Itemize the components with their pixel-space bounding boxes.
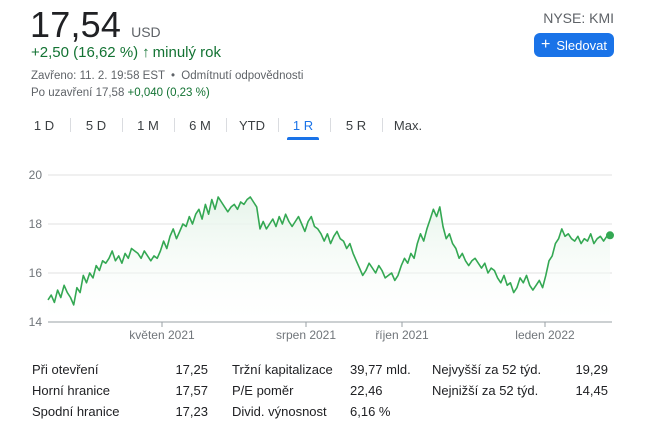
after-hours-change: +0,040 (0,23 %): [127, 87, 210, 99]
tab-divider: [226, 118, 227, 132]
stat-value-pe: 22,46: [350, 383, 383, 398]
active-tab-indicator: [287, 137, 319, 140]
tab-label: 6 M: [189, 117, 211, 133]
y-tick-label: 16: [29, 266, 43, 280]
stat-label-high: Horní hranice: [32, 383, 111, 398]
change-value: +2,50 (16,62 %): [31, 44, 139, 61]
last-price-point: [606, 231, 614, 240]
tab-1d[interactable]: 1 D: [24, 112, 64, 138]
stat-value-low: 17,23: [175, 404, 208, 419]
after-hours-label: Po uzavření 17,58: [31, 87, 125, 99]
tab-1m[interactable]: 1 M: [128, 112, 168, 138]
stat-value-52w-high: 19,29: [575, 362, 608, 377]
plus-icon: +: [541, 36, 551, 53]
stat-label-market-cap: Tržní kapitalizace: [232, 362, 333, 377]
tab-5r[interactable]: 5 R: [336, 112, 376, 138]
arrow-up-icon: ↑: [142, 44, 150, 61]
tab-divider: [278, 118, 279, 132]
price-change: +2,50 (16,62 %) ↑ minulý rok: [31, 44, 221, 61]
disclaimer-link[interactable]: Odmítnutí odpovědnosti: [181, 70, 304, 82]
x-tick-label: srpen 2021: [276, 328, 336, 342]
stat-label-52w-high: Nejvyšší za 52 týd.: [432, 362, 542, 377]
current-price: 17,54: [30, 4, 122, 45]
tab-label: YTD: [239, 117, 265, 133]
tab-label: 1 M: [137, 117, 159, 133]
series-line: [47, 196, 611, 306]
closed-label: Zavřeno: 11. 2. 19:58 EST: [31, 70, 165, 82]
currency-label: USD: [131, 24, 161, 40]
tab-5d[interactable]: 5 D: [76, 112, 116, 138]
x-tick-label: leden 2022: [515, 328, 575, 342]
stat-label-open: Při otevření: [32, 362, 99, 377]
tab-label: Max.: [393, 117, 423, 133]
tab-divider: [70, 118, 71, 132]
series-area-fill: [48, 197, 610, 322]
tab-divider: [382, 118, 383, 132]
tab-label: 5 R: [345, 117, 367, 133]
change-period: minulý rok: [152, 44, 222, 61]
stat-label-pe: P/E poměr: [232, 383, 294, 398]
stat-value-market-cap: 39,77 mld.: [350, 362, 411, 377]
price-row: 17,54 USD: [30, 4, 161, 46]
exchange-ticker: NYSE: KMI: [543, 10, 614, 26]
x-tick-label: říjen 2021: [375, 328, 429, 342]
price-chart[interactable]: 20 18 16 14 květen 2021 srpen 2021 říjen 2021 l…: [0, 158, 650, 348]
y-tick-label: 20: [29, 168, 43, 182]
tab-1r[interactable]: 1 R: [287, 112, 319, 140]
x-tick-label: květen 2021: [129, 328, 195, 342]
stat-value-dividend: 6,16 %: [350, 404, 391, 419]
follow-button[interactable]: + Sledovat: [534, 33, 614, 57]
stat-label-dividend: Divid. výnosnost: [232, 404, 327, 419]
tab-divider: [330, 118, 331, 132]
market-closed-info: Zavřeno: 11. 2. 19:58 EST • Odmítnutí od…: [31, 70, 303, 82]
stat-label-52w-low: Nejnižší za 52 týd.: [432, 383, 539, 398]
stat-value-high: 17,57: [175, 383, 208, 398]
stat-value-open: 17,25: [175, 362, 208, 377]
tab-6m[interactable]: 6 M: [180, 112, 220, 138]
tab-divider: [174, 118, 175, 132]
after-hours-info: Po uzavření 17,58 +0,040 (0,23 %): [31, 87, 210, 99]
tab-ytd[interactable]: YTD: [232, 112, 272, 138]
separator-dot: •: [171, 70, 176, 82]
tab-divider: [122, 118, 123, 132]
follow-button-label: Sledovat: [556, 37, 607, 53]
tab-label: 1 D: [33, 117, 55, 133]
tab-label: 1 R: [292, 117, 314, 133]
y-tick-label: 14: [29, 315, 43, 329]
stat-value-52w-low: 14,45: [575, 383, 608, 398]
stat-label-low: Spodní hranice: [32, 404, 120, 419]
y-tick-label: 18: [29, 217, 43, 231]
price-chart-svg: 20 18 16 14 květen 2021 srpen 2021 říjen 2021 l…: [29, 168, 614, 342]
tab-max[interactable]: Max.: [388, 112, 428, 138]
tab-label: 5 D: [85, 117, 107, 133]
